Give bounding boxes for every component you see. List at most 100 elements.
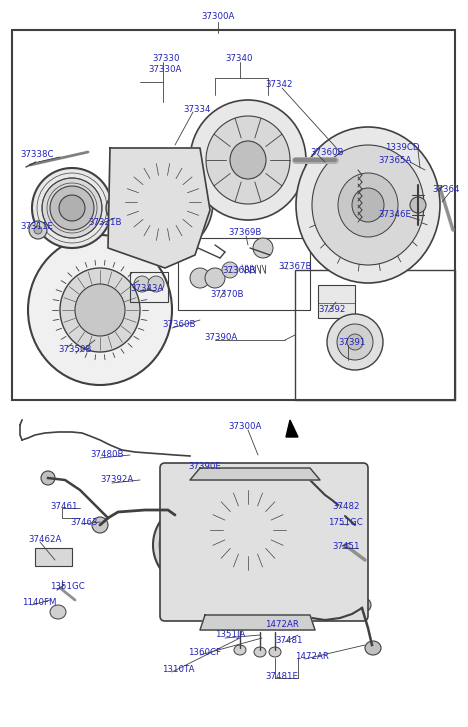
Text: 37481E: 37481E: [265, 672, 298, 681]
Ellipse shape: [50, 186, 94, 230]
Ellipse shape: [205, 268, 225, 288]
Ellipse shape: [312, 145, 424, 265]
Ellipse shape: [333, 501, 347, 515]
Ellipse shape: [153, 503, 237, 587]
Ellipse shape: [106, 194, 134, 222]
Ellipse shape: [175, 525, 215, 565]
Text: 37390E: 37390E: [188, 462, 221, 471]
Ellipse shape: [28, 235, 172, 385]
Text: 37451: 37451: [332, 542, 359, 551]
Ellipse shape: [112, 200, 128, 216]
Ellipse shape: [34, 226, 42, 234]
FancyBboxPatch shape: [160, 463, 368, 621]
Ellipse shape: [324, 142, 356, 178]
Ellipse shape: [253, 238, 273, 258]
Text: 1351GC: 1351GC: [50, 582, 85, 591]
Ellipse shape: [222, 262, 238, 278]
Bar: [318, 285, 355, 318]
Ellipse shape: [254, 647, 266, 657]
Text: 37392: 37392: [318, 305, 345, 314]
Polygon shape: [200, 615, 315, 630]
Text: 37482: 37482: [332, 502, 359, 511]
Text: 1140FM: 1140FM: [22, 598, 57, 607]
Text: 1751GC: 1751GC: [328, 518, 363, 527]
Bar: [340, 525, 362, 538]
Text: 1360CF: 1360CF: [188, 648, 221, 657]
Polygon shape: [190, 468, 320, 480]
Ellipse shape: [347, 334, 363, 350]
Ellipse shape: [148, 276, 164, 292]
Ellipse shape: [352, 188, 384, 222]
Ellipse shape: [196, 476, 300, 584]
Ellipse shape: [75, 284, 125, 336]
Bar: [130, 272, 168, 302]
Text: 37365A: 37365A: [378, 156, 411, 165]
Polygon shape: [286, 420, 298, 437]
Ellipse shape: [236, 518, 260, 542]
Ellipse shape: [42, 178, 102, 238]
Ellipse shape: [190, 100, 306, 220]
Ellipse shape: [338, 173, 398, 237]
Text: 37342: 37342: [265, 80, 292, 89]
Ellipse shape: [190, 268, 210, 288]
Bar: [295, 270, 455, 400]
Ellipse shape: [29, 221, 47, 239]
Text: 37392A: 37392A: [100, 475, 133, 484]
Text: 37300A: 37300A: [201, 12, 234, 21]
Ellipse shape: [113, 150, 213, 254]
Bar: [12, 30, 455, 400]
Ellipse shape: [92, 517, 108, 533]
Ellipse shape: [226, 507, 270, 553]
Ellipse shape: [138, 176, 188, 228]
Ellipse shape: [134, 276, 150, 292]
Ellipse shape: [125, 163, 201, 241]
Ellipse shape: [327, 314, 383, 370]
Ellipse shape: [337, 324, 373, 360]
Text: 37330: 37330: [152, 54, 180, 63]
Text: 37311E: 37311E: [20, 222, 53, 231]
Text: 37370B: 37370B: [210, 290, 243, 299]
Text: 37321B: 37321B: [88, 218, 122, 227]
Text: 37461: 37461: [50, 502, 78, 511]
Ellipse shape: [165, 515, 225, 575]
Text: 37463: 37463: [70, 518, 97, 527]
Text: 37334: 37334: [183, 105, 211, 114]
Ellipse shape: [148, 187, 178, 217]
Text: 37462A: 37462A: [28, 535, 61, 544]
Text: 1339CD: 1339CD: [385, 143, 419, 152]
Text: 1472AR: 1472AR: [295, 652, 329, 661]
Text: 1310TA: 1310TA: [162, 665, 195, 674]
Ellipse shape: [230, 141, 266, 179]
Ellipse shape: [269, 647, 281, 657]
Text: 1472AR: 1472AR: [265, 620, 299, 629]
Text: 37390A: 37390A: [204, 333, 237, 342]
Ellipse shape: [332, 151, 348, 169]
Text: 37368B: 37368B: [222, 266, 256, 275]
Ellipse shape: [50, 605, 66, 619]
Text: 37391: 37391: [338, 338, 366, 347]
Text: 37369B: 37369B: [228, 228, 261, 237]
Text: 37350B: 37350B: [58, 345, 92, 354]
Text: 37300A: 37300A: [228, 422, 261, 431]
Text: 1351JA: 1351JA: [215, 630, 245, 639]
Text: 37346E: 37346E: [378, 210, 411, 219]
Text: 37360B: 37360B: [310, 148, 344, 157]
Text: 37338C: 37338C: [20, 150, 53, 159]
Ellipse shape: [184, 534, 206, 556]
Ellipse shape: [410, 197, 426, 213]
Text: 37364: 37364: [432, 185, 460, 194]
Bar: [35, 548, 72, 566]
Text: 37367B: 37367B: [278, 262, 312, 271]
Bar: [178, 238, 310, 310]
Ellipse shape: [32, 168, 112, 248]
Ellipse shape: [296, 127, 440, 283]
Polygon shape: [108, 148, 210, 268]
Ellipse shape: [59, 195, 85, 221]
Text: 37343A: 37343A: [130, 284, 163, 293]
Ellipse shape: [60, 268, 140, 352]
Ellipse shape: [206, 116, 290, 204]
Text: 37480B: 37480B: [90, 450, 124, 459]
Ellipse shape: [357, 598, 371, 612]
Ellipse shape: [365, 641, 381, 655]
Ellipse shape: [41, 471, 55, 485]
